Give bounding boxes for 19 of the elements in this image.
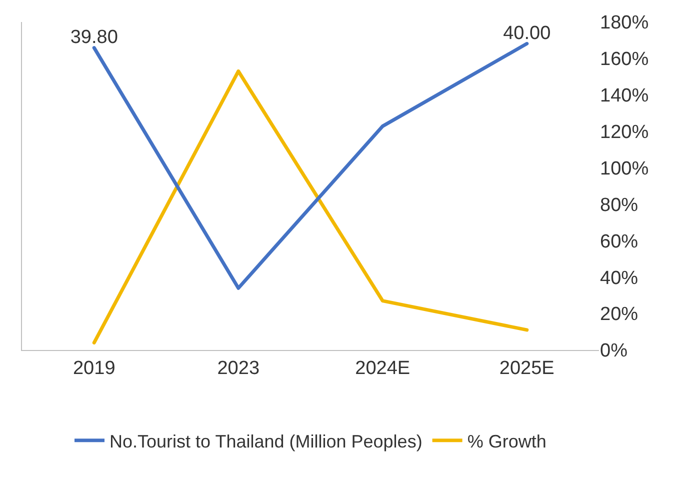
data-label: 39.80	[70, 27, 118, 48]
y-tick-label: 60%	[600, 231, 638, 252]
x-tick-label: 2019	[72, 358, 116, 379]
data-label: 40.00	[503, 22, 551, 44]
line-series	[92, 69, 529, 344]
y-tick-label: 120%	[600, 122, 649, 143]
y-tick-label: 100%	[600, 158, 649, 180]
legend-label: No.Tourist to Thailand (Million Peoples)	[110, 431, 422, 452]
legend-label: % Growth	[467, 431, 546, 452]
x-tick-label: 2025E	[499, 358, 554, 379]
y-tick-label: 20%	[600, 304, 638, 326]
y-tick-label: 140%	[600, 86, 649, 107]
y-tick-label: 180%	[600, 12, 649, 34]
y-tick-label: 80%	[600, 194, 638, 216]
y-tick-label: 0%	[600, 340, 628, 362]
x-tick-label: 2023	[217, 358, 260, 379]
x-tick-label: 2024E	[355, 358, 410, 379]
y-tick-label: 40%	[600, 268, 638, 289]
y-tick-label: 160%	[600, 49, 649, 70]
